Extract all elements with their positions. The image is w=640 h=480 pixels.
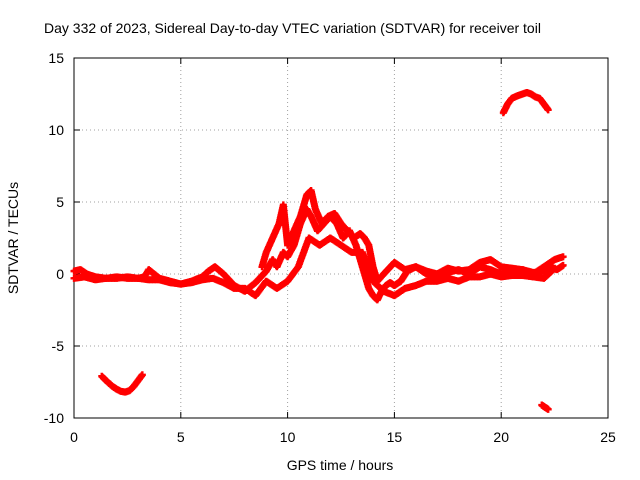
data-point [551,264,559,272]
series-high-arc [499,89,552,117]
series-upper-band [258,186,567,285]
x-tick-label: 20 [493,429,509,445]
series-low-cluster [538,401,552,413]
x-axis-label: GPS time / hours [287,457,394,473]
y-tick-label: 10 [48,122,64,138]
y-tick-label: 5 [56,194,64,210]
x-tick-label: 15 [387,429,403,445]
data-point [544,106,552,114]
chart-title: Day 332 of 2023, Sidereal Day-to-day VTE… [44,20,541,36]
data-point [559,261,567,269]
x-tick-label: 10 [280,429,296,445]
y-axis-label: SDTVAR / TECUs [5,182,21,294]
data-point [544,405,552,413]
data-point [559,253,567,261]
series-lower-band [70,234,559,300]
y-tick-label: -10 [44,410,64,426]
x-tick-label: 5 [177,429,185,445]
x-tick-label: 0 [70,429,78,445]
x-tick-label: 25 [600,429,616,445]
axis-ticks: 0 5 10 15 20 25 -10 -5 0 5 10 15 [44,50,616,445]
y-tick-label: 0 [56,266,64,282]
data-points [70,89,567,413]
data-point [138,371,146,379]
y-tick-label: 15 [48,50,64,66]
y-tick-label: -5 [52,338,65,354]
plot-frame [73,57,609,419]
series-negative-arc [98,371,146,396]
